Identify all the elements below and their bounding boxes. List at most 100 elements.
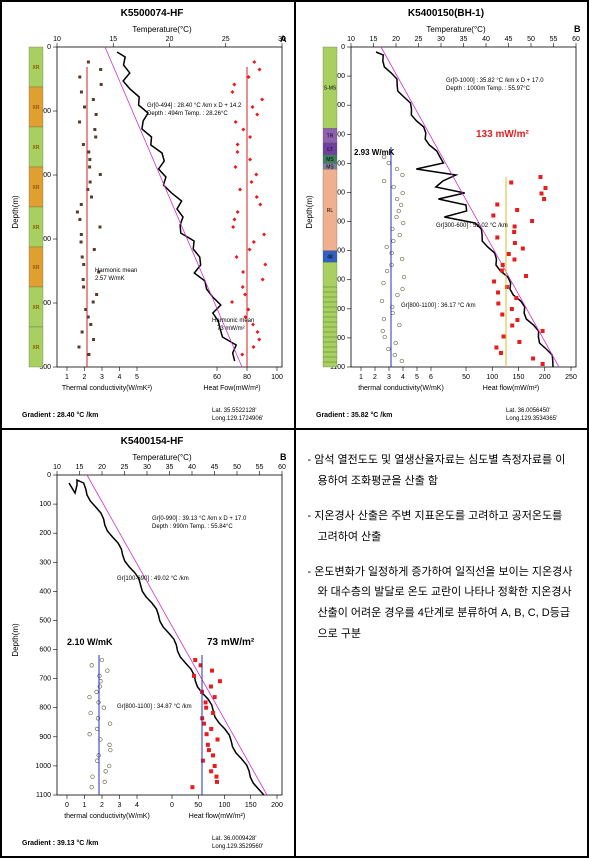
panel-b-top-ticks: 1015202530354045505560 bbox=[347, 36, 580, 47]
panel-c-ylabel: Depth(m) bbox=[11, 623, 20, 657]
panel-a-temp-curve bbox=[117, 52, 236, 361]
panel-b-grad: Gradient : 35.82 °C /km bbox=[316, 411, 392, 419]
svg-text:0: 0 bbox=[47, 44, 51, 51]
svg-text:TR: TR bbox=[326, 134, 333, 140]
svg-text:25: 25 bbox=[121, 464, 129, 471]
panel-c-lon: Long.129.3529560' bbox=[212, 844, 263, 850]
svg-text:40: 40 bbox=[482, 36, 490, 43]
text-panel: - 암석 열전도도 및 열생산율자료는 심도별 측정자료를 이용하여 조화평균을… bbox=[295, 429, 589, 857]
panel-b-tc-points bbox=[380, 155, 406, 363]
panel-b-xtop: Temperature(°C) bbox=[426, 25, 486, 34]
svg-text:15: 15 bbox=[76, 464, 84, 471]
panel-c-anno1: Gr[0-990] : 39.13 °C /km x D + 17.0 bbox=[152, 516, 247, 522]
panel-b-strat: S-MSTRLTMSMSRL48 bbox=[323, 47, 337, 367]
svg-text:RL: RL bbox=[326, 208, 333, 214]
svg-text:2: 2 bbox=[83, 374, 87, 381]
panel-a-bot-hf-ticks: 6080100 bbox=[213, 367, 283, 381]
panel-a-lat: Lat. 35.5522128' bbox=[212, 408, 257, 414]
panel-c-hf-points bbox=[190, 658, 221, 789]
panel-c-bot-tc-ticks: 01234 bbox=[65, 795, 139, 809]
panel-a-title: K5500074-HF bbox=[121, 8, 184, 19]
svg-text:0: 0 bbox=[170, 802, 174, 809]
svg-text:400: 400 bbox=[39, 588, 51, 595]
svg-text:4: 4 bbox=[401, 374, 405, 381]
svg-text:300: 300 bbox=[39, 559, 51, 566]
svg-text:20: 20 bbox=[166, 36, 174, 43]
svg-text:30: 30 bbox=[143, 464, 151, 471]
svg-text:2: 2 bbox=[373, 374, 377, 381]
svg-text:30: 30 bbox=[278, 36, 286, 43]
panel-c-gr1: Gr[100-690] : 49.02 °C /km bbox=[117, 576, 189, 582]
svg-text:700: 700 bbox=[39, 676, 51, 683]
panel-a-hm-tc: Harmonic mean bbox=[95, 268, 137, 274]
svg-text:50: 50 bbox=[194, 802, 202, 809]
panel-b-lat: Lat. 36.0056450' bbox=[506, 408, 551, 414]
panel-c: K5400154-HF B Temperature(°C) 1015202530… bbox=[1, 429, 295, 857]
svg-text:45: 45 bbox=[504, 36, 512, 43]
panel-a-xtop: Temperature(°C) bbox=[132, 25, 192, 34]
panel-c-anno1b: Depth : 990m Temp. : 55.84°C bbox=[152, 524, 233, 530]
panel-b-xbr: Heat flow(mW/m²) bbox=[482, 385, 538, 392]
panel-c-bot-hf-ticks: 050100150200 bbox=[170, 795, 283, 809]
svg-text:3: 3 bbox=[100, 374, 104, 381]
panel-c-gr2: Gr[800-1100] : 34.87 °C /km bbox=[117, 704, 192, 710]
panel-b-anno1: Gr[0-1000] : 35.82 °C /km x D + 17.0 bbox=[446, 78, 544, 84]
svg-text:0: 0 bbox=[341, 44, 345, 51]
panel-c-tc-points bbox=[88, 658, 112, 789]
svg-text:4: 4 bbox=[118, 374, 122, 381]
panel-c-xbr: Heat flow(mW/m²) bbox=[189, 813, 245, 820]
svg-text:1: 1 bbox=[359, 374, 363, 381]
panel-b-ylabel: Depth(m) bbox=[305, 195, 314, 229]
svg-text:60: 60 bbox=[572, 36, 580, 43]
panel-c-top-ticks: 1015202530354045505560 bbox=[53, 464, 286, 475]
panel-a-hm-hf-v: 73 mW/m² bbox=[217, 326, 245, 332]
svg-text:XR: XR bbox=[33, 345, 40, 351]
panel-b-gr1: Gr[300-600] : 53.02 °C /km bbox=[436, 223, 508, 229]
svg-text:100: 100 bbox=[486, 374, 498, 381]
panel-b-bot-hf-ticks: 50100150200250 bbox=[462, 367, 577, 381]
panel-b-svg: K5400150(BH-1) B Temperature(°C) 1015202… bbox=[296, 2, 589, 429]
panel-c-hf-big: 73 mW/m² bbox=[207, 637, 255, 648]
panel-a-ylabel: Depth(m) bbox=[11, 195, 20, 229]
svg-text:45: 45 bbox=[211, 464, 219, 471]
svg-text:XR: XR bbox=[33, 105, 40, 111]
panel-a: K5500074-HF A Temperature(°C) 1015202530… bbox=[1, 1, 295, 429]
svg-text:S-MS: S-MS bbox=[323, 86, 336, 92]
panel-a-hm-hf: Harmonic mean bbox=[212, 318, 254, 324]
panel-c-svg: K5400154-HF B Temperature(°C) 1015202530… bbox=[2, 430, 295, 857]
svg-text:55: 55 bbox=[256, 464, 264, 471]
svg-text:0: 0 bbox=[47, 472, 51, 479]
svg-text:MS: MS bbox=[326, 157, 334, 163]
svg-text:3: 3 bbox=[387, 374, 391, 381]
panel-c-y-ticks: 010020030040050060070080090010001100 bbox=[35, 472, 57, 799]
svg-text:200: 200 bbox=[39, 530, 51, 537]
svg-text:35: 35 bbox=[166, 464, 174, 471]
panel-c-tc-val: 2.10 W/mK bbox=[67, 637, 113, 647]
panel-c-xtop: Temperature(°C) bbox=[132, 453, 192, 462]
panel-a-anno1: Gr[0-494] : 28.40 °C /km x D + 14.2 bbox=[147, 103, 242, 109]
svg-text:60: 60 bbox=[213, 374, 221, 381]
svg-text:10: 10 bbox=[53, 36, 61, 43]
panel-b-hf-big: 133 mW/m² bbox=[476, 129, 529, 140]
panel-c-grad: Gradient : 39.13 °C /km bbox=[22, 839, 98, 847]
svg-text:48: 48 bbox=[327, 254, 333, 260]
text-p1: - 암석 열전도도 및 열생산율자료는 심도별 측정자료를 이용하여 조화평균을… bbox=[308, 450, 576, 492]
panel-b-tc-val: 2.93 W/mK bbox=[354, 148, 395, 157]
svg-text:150: 150 bbox=[512, 374, 524, 381]
svg-text:100: 100 bbox=[219, 802, 231, 809]
svg-text:15: 15 bbox=[109, 36, 117, 43]
panel-a-lon: Long.129.1724906' bbox=[212, 416, 263, 422]
figure-grid: K5500074-HF A Temperature(°C) 1015202530… bbox=[0, 0, 589, 858]
svg-text:4: 4 bbox=[135, 802, 139, 809]
svg-text:25: 25 bbox=[414, 36, 422, 43]
svg-text:1000: 1000 bbox=[35, 763, 51, 770]
panel-c-title: K5400154-HF bbox=[121, 436, 184, 447]
panel-a-anno1b: Depth : 494m Temp. : 28.26°C bbox=[147, 111, 228, 117]
panel-b-gr2: Gr[800-1100] : 36.17 °C /km bbox=[401, 303, 476, 309]
svg-text:1: 1 bbox=[65, 374, 69, 381]
svg-text:100: 100 bbox=[271, 374, 283, 381]
panel-b-bot-tc-ticks: 123456 bbox=[359, 367, 433, 381]
svg-text:500: 500 bbox=[39, 617, 51, 624]
svg-text:600: 600 bbox=[39, 647, 51, 654]
panel-a-bot-tc-ticks: 12345 bbox=[65, 367, 139, 381]
